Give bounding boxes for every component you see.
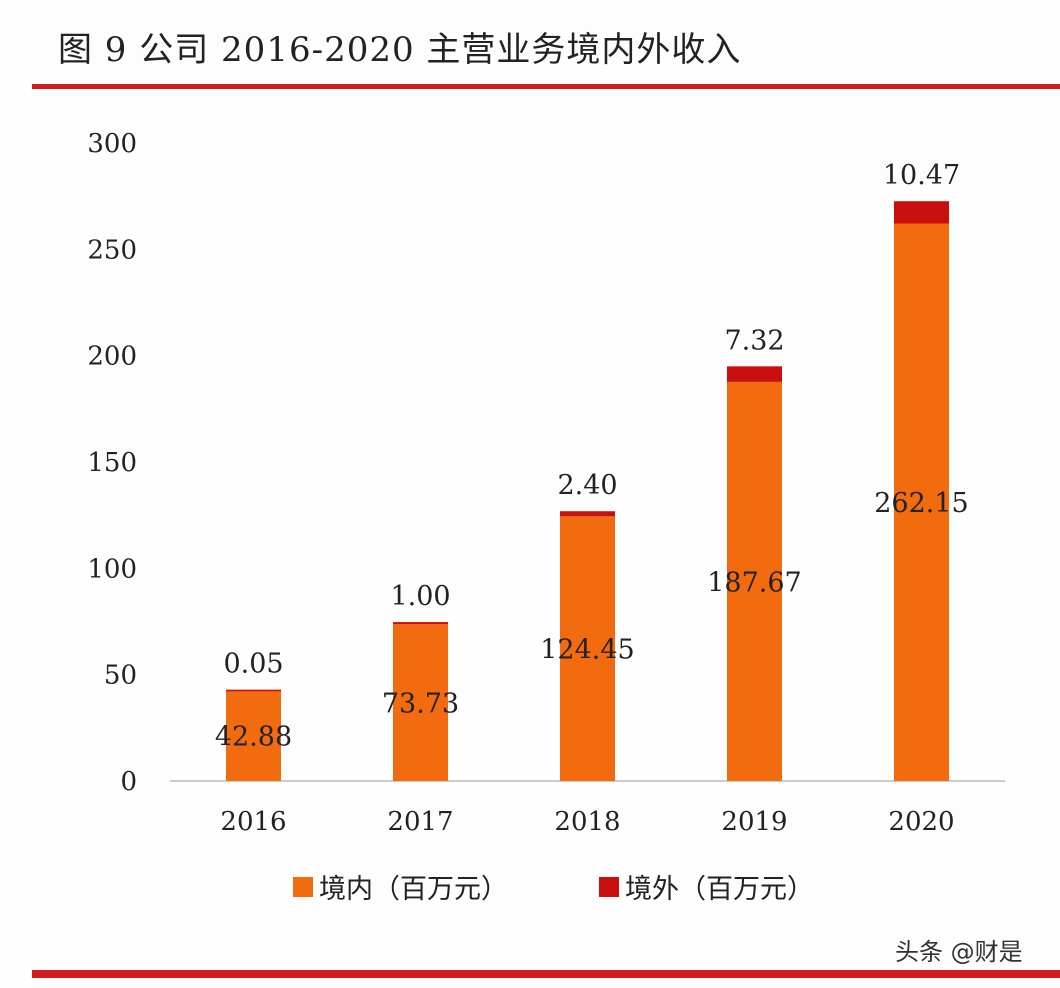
data-label-overseas: 7.32 [724, 325, 784, 356]
bar-overseas [894, 201, 949, 224]
bottom-divider [32, 970, 1060, 978]
y-tick-label: 100 [87, 554, 137, 584]
x-tick-label: 2016 [220, 807, 286, 837]
legend-label: 境外（百万元） [625, 874, 814, 905]
legend-swatch [599, 877, 619, 897]
legend-swatch [293, 877, 313, 897]
bar-domestic [560, 516, 615, 781]
bar-domestic [727, 381, 782, 781]
bar-domestic [393, 624, 448, 781]
x-tick-label: 2018 [554, 807, 620, 837]
bar-domestic [894, 223, 949, 782]
bar-overseas [393, 622, 448, 625]
data-label-overseas: 10.47 [883, 160, 960, 191]
x-tick-label: 2017 [387, 807, 453, 837]
y-tick-label: 150 [87, 448, 137, 478]
data-label-overseas: 2.40 [557, 470, 617, 501]
title-divider [32, 84, 1060, 89]
data-label-domestic: 73.73 [382, 689, 459, 720]
y-tick-label: 250 [87, 235, 137, 265]
watermark: 头条 @财是 [895, 938, 1023, 966]
bar-overseas [727, 366, 782, 382]
bar-domestic [226, 689, 281, 781]
data-label-overseas: 1.00 [390, 581, 450, 612]
data-label-domestic: 187.67 [707, 567, 801, 598]
data-label-domestic: 262.15 [874, 488, 968, 519]
bar-overseas [226, 689, 281, 692]
data-label-domestic: 42.88 [215, 721, 292, 752]
chart-title: 图 9 公司 2016-2020 主营业务境内外收入 [58, 30, 742, 70]
y-tick-label: 50 [104, 661, 137, 691]
y-tick-label: 200 [87, 342, 137, 372]
legend-label: 境内（百万元） [319, 874, 508, 905]
x-tick-label: 2019 [721, 807, 787, 837]
bar-overseas [560, 511, 615, 517]
data-label-overseas: 0.05 [223, 649, 283, 680]
x-tick-label: 2020 [888, 807, 954, 837]
y-tick-label: 0 [120, 767, 137, 797]
y-tick-label: 300 [87, 129, 137, 159]
data-label-domestic: 124.45 [540, 635, 634, 666]
